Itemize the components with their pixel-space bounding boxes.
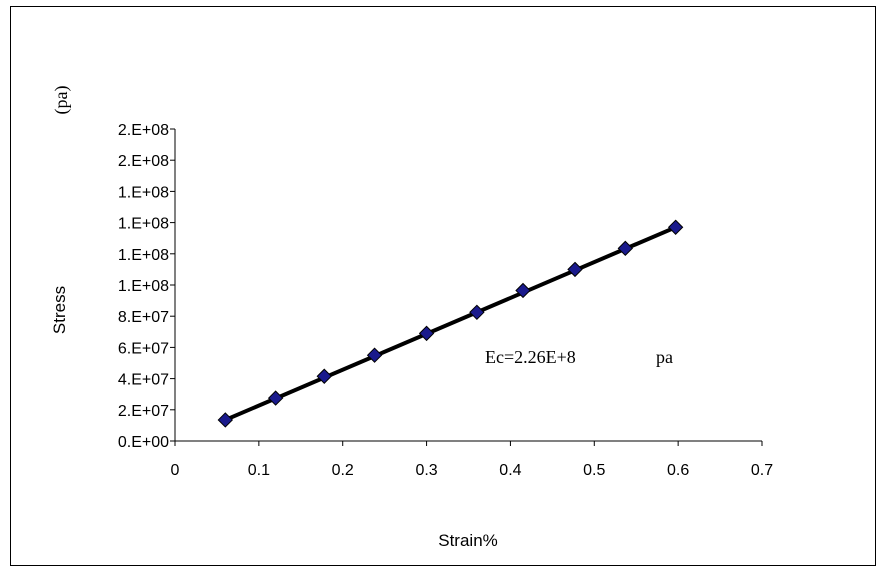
- data-point-marker: [267, 390, 284, 406]
- data-point-marker: [515, 282, 531, 299]
- data-point-marker: [469, 304, 485, 321]
- x-ticks: 0 0.1 0.2 0.3 0.4 0.5 0.6 0.7: [171, 441, 773, 479]
- y-axis-label: Stress: [50, 286, 69, 334]
- x-tick-label: 0.5: [583, 462, 605, 479]
- y-ticks: 0.E+00 2.E+07 4.E+07 6.E+07 8.E+07 1.E+08 1.E+…: [118, 122, 175, 451]
- y-tick-label: 2.E+08: [118, 122, 169, 139]
- trendline: [224, 225, 677, 422]
- data-point-marker: [316, 368, 332, 384]
- y-tick-label: 2.E+08: [118, 153, 169, 170]
- y-tick-label: 8.E+07: [118, 309, 169, 326]
- y-tick-label: 1.E+08: [118, 247, 169, 264]
- data-point-marker: [418, 325, 435, 342]
- x-tick-label: 0.2: [332, 462, 354, 479]
- data-point-marker: [366, 347, 383, 363]
- chart-frame: [10, 6, 876, 566]
- data-points: [217, 219, 684, 428]
- modulus-annotation-unit: pa: [656, 347, 673, 367]
- y-tick-label: 0.E+00: [118, 434, 169, 451]
- y-tick-label: 1.E+08: [118, 278, 169, 295]
- x-tick-label: 0.6: [667, 462, 689, 479]
- x-tick-label: 0.3: [415, 462, 437, 479]
- y-tick-label: 2.E+07: [118, 403, 169, 420]
- y-tick-label: 6.E+07: [118, 340, 169, 357]
- modulus-annotation: Ec=2.26E+8: [485, 347, 576, 367]
- y-tick-label: 4.E+07: [118, 372, 169, 389]
- x-tick-label: 0.4: [499, 462, 521, 479]
- x-tick-label: 0.1: [248, 462, 270, 479]
- y-tick-label: 1.E+08: [118, 216, 169, 233]
- axes: [174, 129, 762, 442]
- data-point-marker: [217, 412, 234, 428]
- data-point-marker: [617, 240, 634, 257]
- data-point-marker: [567, 261, 583, 278]
- x-tick-label: 0.7: [751, 462, 773, 479]
- data-point-marker: [667, 219, 684, 235]
- x-axis-label: Strain%: [438, 531, 498, 550]
- x-tick-label: 0: [171, 462, 180, 479]
- y-tick-label: 1.E+08: [118, 184, 169, 201]
- y-axis-unit: (pa): [51, 86, 72, 115]
